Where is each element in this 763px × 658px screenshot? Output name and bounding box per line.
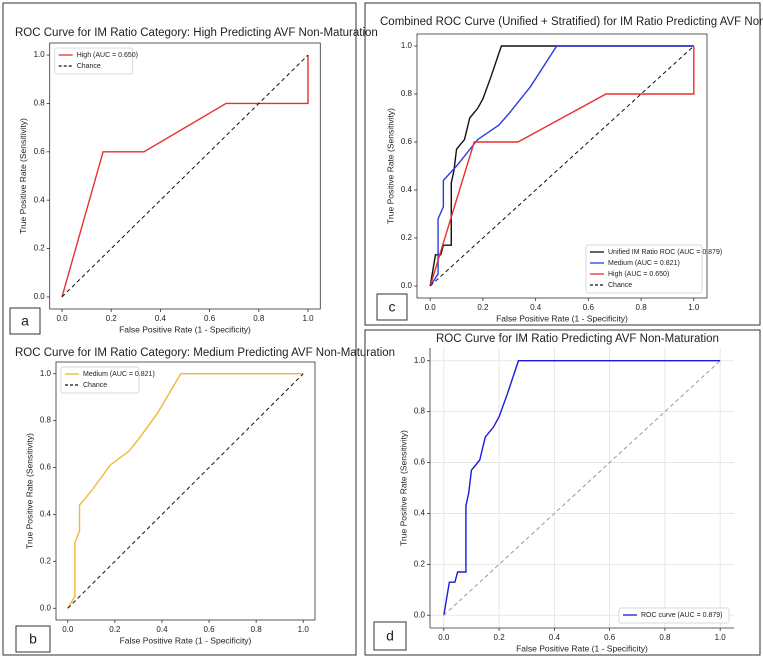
chart-title: ROC Curve for IM Ratio Category: Medium …: [15, 347, 395, 359]
legend-label: Chance: [608, 282, 632, 289]
x-axis-label: False Positive Rate (1 - Specificity): [516, 643, 648, 653]
legend-label: Chance: [77, 63, 101, 70]
y-tick-label: 0.8: [40, 416, 52, 425]
legend-label: Chance: [83, 382, 107, 389]
y-tick-label: 0.6: [401, 137, 413, 146]
roc-line: [429, 46, 695, 287]
legend-box: [585, 244, 703, 294]
y-tick-label: 0.2: [401, 233, 413, 242]
y-tick-label: 0.8: [34, 99, 46, 108]
panel-label: c: [389, 299, 396, 315]
legend-box: [54, 47, 134, 75]
x-tick-label: 0.8: [251, 625, 263, 634]
y-tick-label: 0.8: [401, 89, 413, 98]
y-tick-label: 0.6: [40, 463, 52, 472]
x-tick-label: 0.8: [636, 303, 648, 312]
y-tick-label: 0.0: [414, 610, 426, 619]
y-tick-label: 0.8: [414, 407, 426, 416]
x-tick-label: 0.6: [583, 303, 595, 312]
legend-label: Medium (AUC = 0.821): [83, 371, 155, 378]
legend-label: Unified IM Ratio ROC (AUC = 0.879): [608, 249, 722, 256]
x-tick-label: 0.6: [604, 633, 616, 642]
x-tick-label: 0.4: [549, 633, 561, 642]
x-tick-label: 0.4: [155, 314, 167, 323]
panel-label: b: [29, 631, 37, 647]
y-axis-label: True Positive Rate (Sensitivity): [24, 433, 34, 549]
panel-label: a: [21, 313, 29, 329]
roc-line: [61, 54, 309, 298]
plot-frame: [416, 33, 708, 299]
x-axis-label: False Positive Rate (1 - Specificity): [119, 324, 251, 334]
x-tick-label: 0.2: [109, 625, 121, 634]
roc-line: [443, 360, 721, 616]
x-tick-label: 1.0: [688, 303, 700, 312]
x-tick-label: 0.6: [204, 314, 216, 323]
chart-title: Combined ROC Curve (Unified + Stratified…: [380, 16, 763, 28]
y-tick-label: 0.2: [414, 559, 426, 568]
roc-line: [61, 55, 309, 298]
y-tick-label: 0.4: [40, 510, 52, 519]
x-axis-label: False Positive Rate (1 - Specificity): [120, 635, 252, 645]
x-tick-label: 1.0: [298, 625, 310, 634]
y-axis-label: True Positive Rate (Sensitivity): [18, 118, 28, 234]
y-tick-label: 1.0: [401, 41, 413, 50]
x-tick-label: 0.8: [659, 633, 671, 642]
y-tick-label: 1.0: [34, 50, 46, 59]
panel-border: [2, 2, 357, 656]
x-axis-label: False Positive Rate (1 - Specificity): [496, 313, 628, 323]
x-tick-label: 0.6: [203, 625, 215, 634]
legend-label: Medium (AUC = 0.821): [608, 260, 680, 267]
y-axis-label: True Positive Rate (Sensitivity): [385, 108, 395, 224]
panel-label-box: [15, 625, 51, 653]
x-tick-label: 0.2: [494, 633, 506, 642]
panel-label-box: [373, 621, 407, 651]
plot-frame: [55, 361, 316, 621]
y-tick-label: 1.0: [414, 356, 426, 365]
roc-line: [67, 373, 304, 609]
y-tick-label: 0.2: [40, 556, 52, 565]
y-tick-label: 0.6: [414, 458, 426, 467]
legend-label: High (AUC = 0.650): [77, 52, 138, 59]
roc-line: [429, 45, 694, 287]
y-tick-label: 0.0: [401, 281, 413, 290]
chart-title: ROC Curve for IM Ratio Predicting AVF No…: [436, 333, 719, 345]
x-tick-label: 0.2: [477, 303, 489, 312]
panel-label-box: [9, 307, 41, 335]
y-tick-label: 0.4: [34, 195, 46, 204]
y-tick-label: 1.0: [40, 369, 52, 378]
x-tick-label: 0.0: [56, 314, 68, 323]
x-tick-label: 0.0: [438, 633, 450, 642]
legend-label: High (AUC = 0.650): [608, 271, 669, 278]
y-tick-label: 0.4: [401, 185, 413, 194]
roc-line: [429, 45, 694, 287]
x-tick-label: 1.0: [302, 314, 314, 323]
x-tick-label: 0.4: [156, 625, 168, 634]
x-tick-label: 0.8: [253, 314, 265, 323]
y-tick-label: 0.0: [34, 292, 46, 301]
plot-frame: [49, 42, 321, 310]
x-tick-label: 1.0: [715, 633, 727, 642]
y-tick-label: 0.4: [414, 509, 426, 518]
y-axis-label: True Positive Rate (Sensitivity): [398, 430, 408, 546]
roc-line: [429, 45, 695, 287]
panel-border: [364, 2, 761, 326]
legend-box: [618, 607, 730, 624]
y-tick-label: 0.2: [34, 244, 46, 253]
roc-line: [443, 360, 721, 616]
x-tick-label: 0.0: [425, 303, 437, 312]
roc-line: [67, 373, 304, 609]
panel-label: d: [386, 628, 394, 644]
y-tick-label: 0.0: [40, 603, 52, 612]
panel-border: [364, 329, 761, 656]
x-tick-label: 0.2: [106, 314, 118, 323]
legend-box: [60, 366, 140, 394]
x-tick-label: 0.0: [62, 625, 74, 634]
panel-label-box: [376, 293, 408, 321]
y-tick-label: 0.6: [34, 147, 46, 156]
chart-title: ROC Curve for IM Ratio Category: High Pr…: [15, 27, 378, 39]
legend-label: ROC curve (AUC = 0.879): [641, 612, 723, 619]
x-tick-label: 0.4: [530, 303, 542, 312]
